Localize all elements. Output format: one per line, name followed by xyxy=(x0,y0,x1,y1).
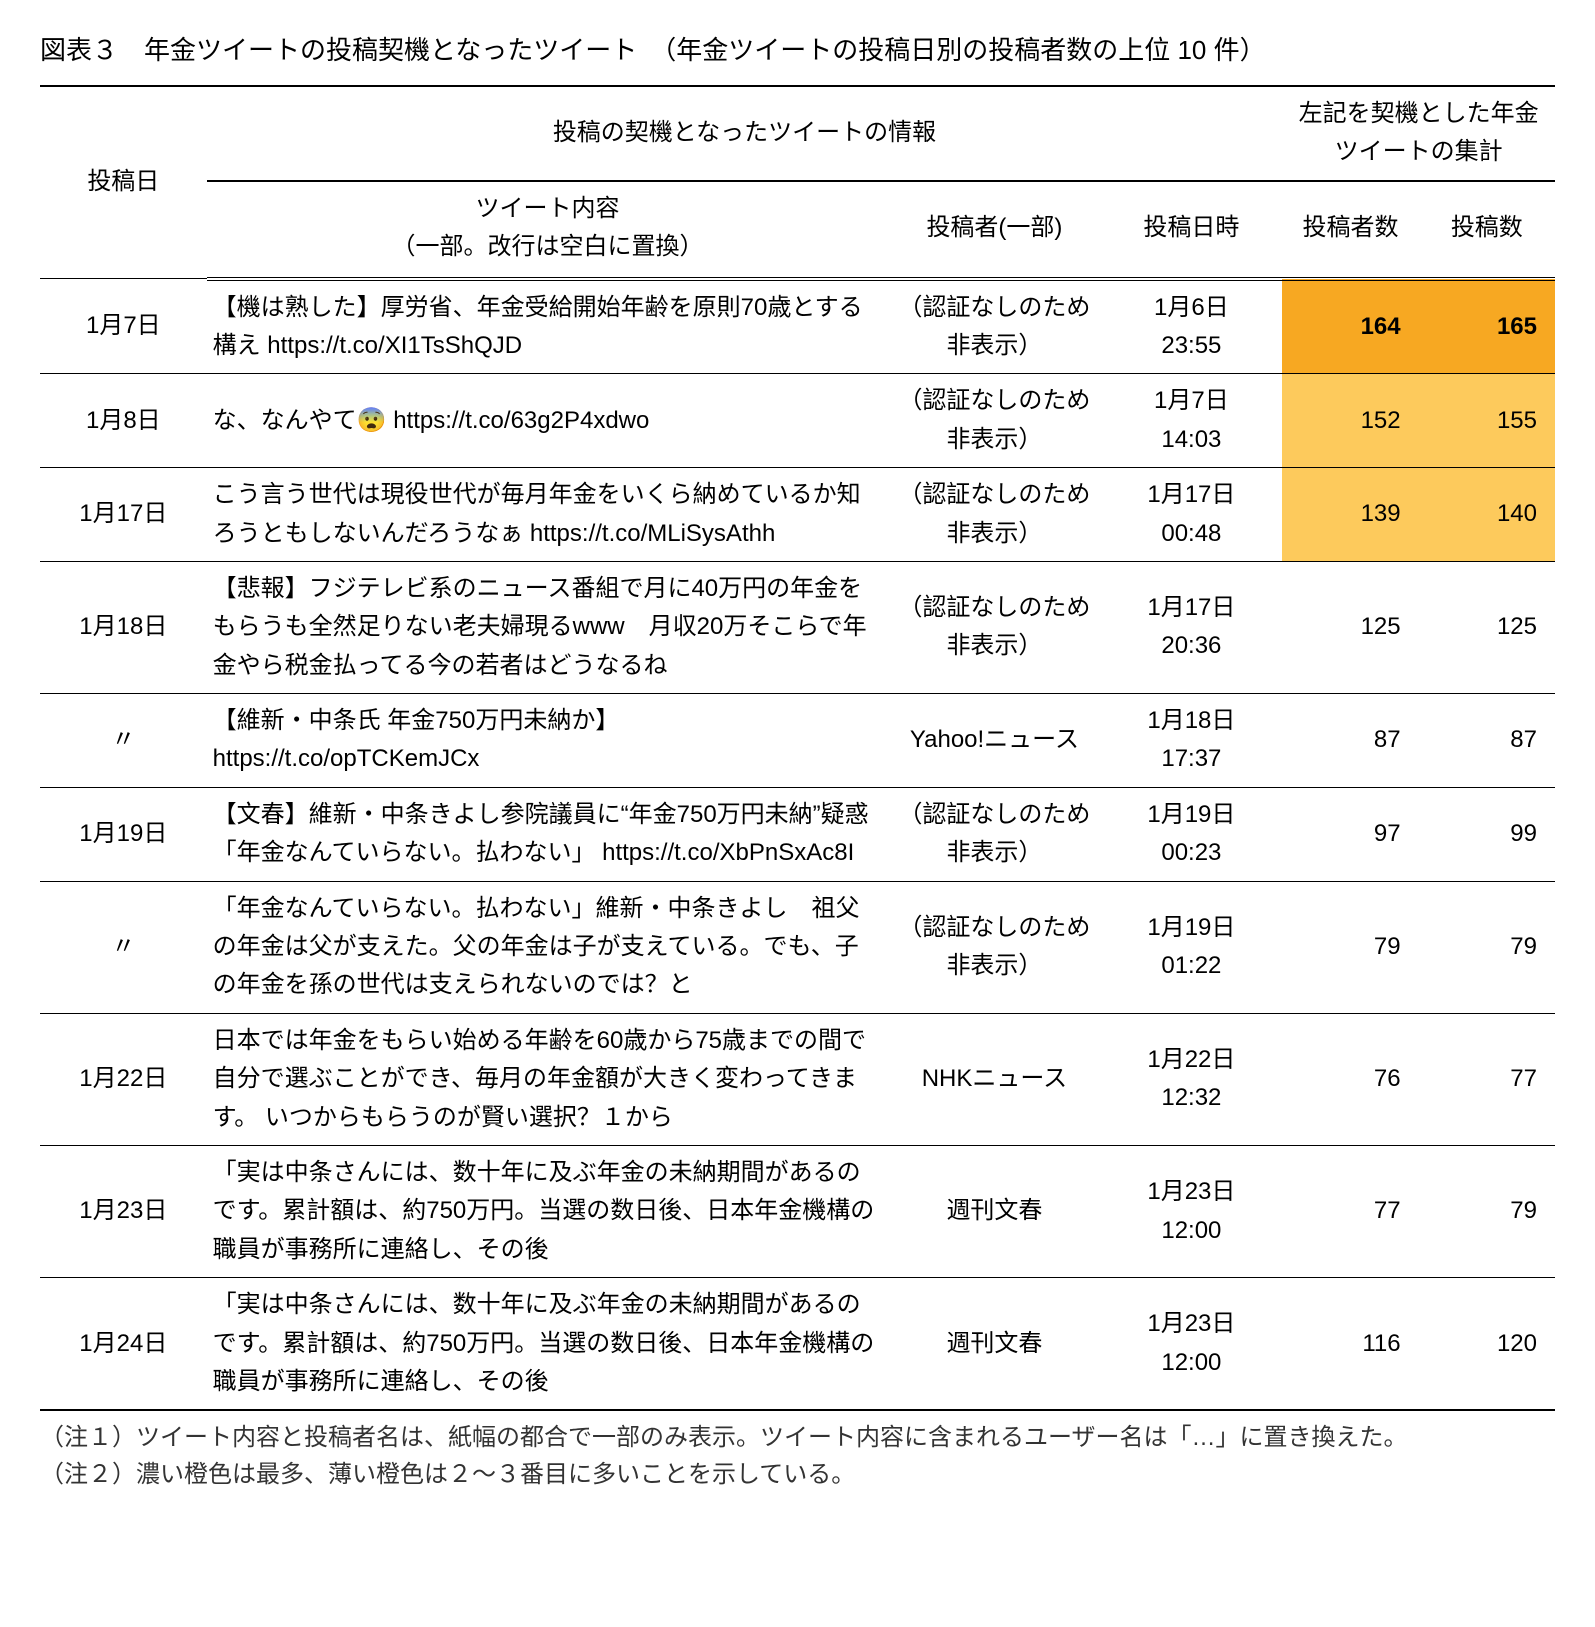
cell-posts: 140 xyxy=(1419,468,1555,562)
note-2: （注２）濃い橙色は最多、薄い橙色は２～３番目に多いことを示している。 xyxy=(40,1454,1555,1489)
cell-posters: 152 xyxy=(1282,374,1418,468)
cell-tweet: 「実は中条さんには、数十年に及ぶ年金の未納期間があるのです。累計額は、約750万… xyxy=(207,1145,889,1277)
cell-author: （認証なしのため非表示） xyxy=(888,561,1100,693)
cell-date: 1月18日 xyxy=(40,561,207,693)
cell-posters: 79 xyxy=(1282,881,1418,1013)
cell-posts: 155 xyxy=(1419,374,1555,468)
cell-posters: 164 xyxy=(1282,279,1418,374)
cell-posters: 139 xyxy=(1282,468,1418,562)
note-1: （注１）ツイート内容と投稿者名は、紙幅の都合で一部のみ表示。ツイート内容に含まれ… xyxy=(40,1417,1555,1452)
cell-posts: 165 xyxy=(1419,279,1555,374)
cell-date: 1月19日 xyxy=(40,787,207,881)
table-row: 1月7日【機は熟した】厚労省、年金受給開始年齢を原則70歳とする構え https… xyxy=(40,279,1555,374)
table-row: 1月22日日本では年金をもらい始める年齢を60歳から75歳までの間で自分で選ぶこ… xyxy=(40,1013,1555,1145)
cell-time: 1月19日00:23 xyxy=(1100,787,1282,881)
cell-author: （認証なしのため非表示） xyxy=(888,787,1100,881)
cell-author: 週刊文春 xyxy=(888,1278,1100,1411)
cell-posters: 87 xyxy=(1282,694,1418,788)
cell-tweet: 【機は熟した】厚労省、年金受給開始年齢を原則70歳とする構え https://t… xyxy=(207,279,889,374)
cell-posters: 116 xyxy=(1282,1278,1418,1411)
table-row: 1月18日【悲報】フジテレビ系のニュース番組で月に40万円の年金をもらうも全然足… xyxy=(40,561,1555,693)
cell-date: 1月23日 xyxy=(40,1145,207,1277)
table-row: 1月23日「実は中条さんには、数十年に及ぶ年金の未納期間があるのです。累計額は、… xyxy=(40,1145,1555,1277)
cell-time: 1月23日12:00 xyxy=(1100,1145,1282,1277)
cell-date: 1月24日 xyxy=(40,1278,207,1411)
table-row: 1月8日な、なんやて😨 https://t.co/63g2P4xdwo（認証なし… xyxy=(40,374,1555,468)
cell-date: 〃 xyxy=(40,881,207,1013)
cell-posts: 79 xyxy=(1419,881,1555,1013)
cell-posters: 125 xyxy=(1282,561,1418,693)
cell-author: NHKニュース xyxy=(888,1013,1100,1145)
cell-time: 1月17日00:48 xyxy=(1100,468,1282,562)
cell-posts: 99 xyxy=(1419,787,1555,881)
cell-posts: 125 xyxy=(1419,561,1555,693)
cell-time: 1月7日14:03 xyxy=(1100,374,1282,468)
table-row: 1月17日こう言う世代は現役世代が毎月年金をいくら納めているか知ろうともしないん… xyxy=(40,468,1555,562)
cell-tweet: こう言う世代は現役世代が毎月年金をいくら納めているか知ろうともしないんだろうなぁ… xyxy=(207,468,889,562)
table-row: 〃【維新・中条氏 年金750万円未納か】 https://t.co/opTCKe… xyxy=(40,694,1555,788)
th-tweet-content: ツイート内容（一部。改行は空白に置換） xyxy=(207,181,889,279)
cell-posts: 77 xyxy=(1419,1013,1555,1145)
cell-author: （認証なしのため非表示） xyxy=(888,881,1100,1013)
th-info-group: 投稿の契機となったツイートの情報 xyxy=(207,86,1283,181)
cell-tweet: 【文春】維新・中条きよし参院議員に“年金750万円未納”疑惑「年金なんていらない… xyxy=(207,787,889,881)
th-stats-group: 左記を契機とした年金ツイートの集計 xyxy=(1282,86,1555,181)
cell-posters: 77 xyxy=(1282,1145,1418,1277)
cell-author: Yahoo!ニュース xyxy=(888,694,1100,788)
cell-time: 1月19日01:22 xyxy=(1100,881,1282,1013)
cell-date: 〃 xyxy=(40,694,207,788)
cell-tweet: 【悲報】フジテレビ系のニュース番組で月に40万円の年金をもらうも全然足りない老夫… xyxy=(207,561,889,693)
cell-tweet: 【維新・中条氏 年金750万円未納か】 https://t.co/opTCKem… xyxy=(207,694,889,788)
table-row: 〃「年金なんていらない。払わない」維新・中条きよし 祖父の年金は父が支えた。父の… xyxy=(40,881,1555,1013)
cell-date: 1月22日 xyxy=(40,1013,207,1145)
cell-date: 1月8日 xyxy=(40,374,207,468)
cell-tweet: 「実は中条さんには、数十年に及ぶ年金の未納期間があるのです。累計額は、約750万… xyxy=(207,1278,889,1411)
cell-tweet: 日本では年金をもらい始める年齢を60歳から75歳までの間で自分で選ぶことができ、… xyxy=(207,1013,889,1145)
table-notes: （注１）ツイート内容と投稿者名は、紙幅の都合で一部のみ表示。ツイート内容に含まれ… xyxy=(40,1417,1555,1489)
cell-tweet: 「年金なんていらない。払わない」維新・中条きよし 祖父の年金は父が支えた。父の年… xyxy=(207,881,889,1013)
cell-author: （認証なしのため非表示） xyxy=(888,374,1100,468)
cell-posts: 87 xyxy=(1419,694,1555,788)
cell-tweet: な、なんやて😨 https://t.co/63g2P4xdwo xyxy=(207,374,889,468)
cell-date: 1月17日 xyxy=(40,468,207,562)
th-post-date: 投稿日 xyxy=(40,86,207,279)
cell-time: 1月22日12:32 xyxy=(1100,1013,1282,1145)
th-posts: 投稿数 xyxy=(1419,181,1555,279)
th-author: 投稿者(一部) xyxy=(888,181,1100,279)
table-row: 1月19日【文春】維新・中条きよし参院議員に“年金750万円未納”疑惑「年金なん… xyxy=(40,787,1555,881)
cell-posts: 79 xyxy=(1419,1145,1555,1277)
th-posters: 投稿者数 xyxy=(1282,181,1418,279)
tweets-table: 投稿日 投稿の契機となったツイートの情報 左記を契機とした年金ツイートの集計 ツ… xyxy=(40,85,1555,1411)
cell-author: （認証なしのため非表示） xyxy=(888,468,1100,562)
cell-date: 1月7日 xyxy=(40,279,207,374)
cell-time: 1月23日12:00 xyxy=(1100,1278,1282,1411)
cell-posts: 120 xyxy=(1419,1278,1555,1411)
cell-time: 1月18日17:37 xyxy=(1100,694,1282,788)
cell-author: 週刊文春 xyxy=(888,1145,1100,1277)
cell-time: 1月17日20:36 xyxy=(1100,561,1282,693)
table-row: 1月24日「実は中条さんには、数十年に及ぶ年金の未納期間があるのです。累計額は、… xyxy=(40,1278,1555,1411)
th-post-time: 投稿日時 xyxy=(1100,181,1282,279)
cell-posters: 76 xyxy=(1282,1013,1418,1145)
figure-title: 図表３ 年金ツイートの投稿契機となったツイート （年金ツイートの投稿日別の投稿者… xyxy=(40,30,1555,67)
cell-posters: 97 xyxy=(1282,787,1418,881)
cell-time: 1月6日23:55 xyxy=(1100,279,1282,374)
cell-author: （認証なしのため非表示） xyxy=(888,279,1100,374)
